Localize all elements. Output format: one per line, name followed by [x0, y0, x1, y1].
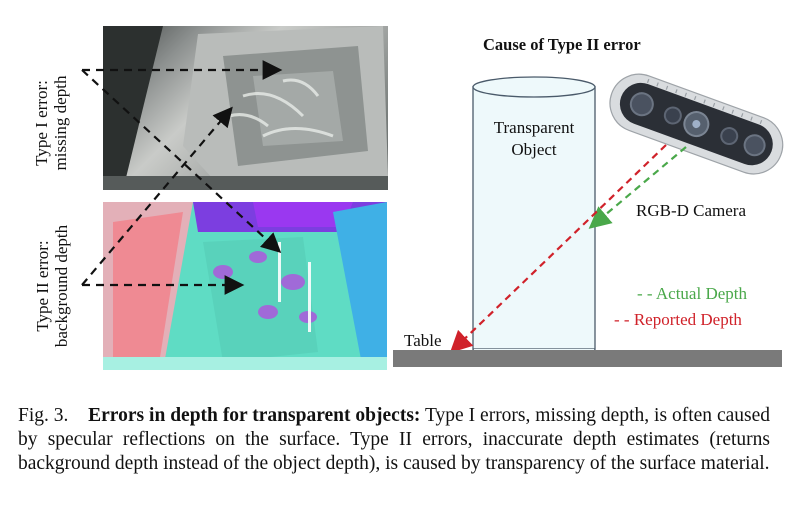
object-label-line2: Object: [511, 140, 557, 159]
depth-map: [103, 202, 387, 370]
caption-text: Type I errors, missing depth, is often c…: [18, 405, 771, 474]
camera-label: RGB-D Camera: [636, 201, 747, 220]
depth-rays: [449, 144, 687, 354]
figure-caption: Fig. 3. Errors in depth for transparent …: [18, 404, 770, 476]
table-surface: [393, 350, 782, 367]
object-label-line1: Transparent: [493, 118, 575, 137]
left-arrows: [81, 60, 283, 295]
right-panel-title: Cause of Type II error: [483, 35, 641, 54]
caption-prefix: Fig. 3.: [18, 405, 69, 426]
arrow-type2-a: [81, 106, 233, 286]
caption-bold: Errors in depth for transparent objects:: [88, 405, 421, 426]
legend-reported-depth: - - Reported Depth: [614, 310, 742, 329]
legend-actual-depth: - - Actual Depth: [637, 284, 747, 303]
actual-depth-ray: [588, 146, 687, 229]
table-label: Table: [404, 331, 442, 350]
depth-map-illustration: [103, 202, 387, 370]
rgbd-camera-icon: [609, 73, 784, 175]
rgb-photo: [103, 26, 388, 190]
transparent-object-label: Transparent Object: [470, 117, 598, 161]
rgb-photo-illustration: [103, 26, 388, 190]
reported-depth-ray: [449, 144, 667, 354]
arrow-type1-b: [81, 69, 282, 253]
